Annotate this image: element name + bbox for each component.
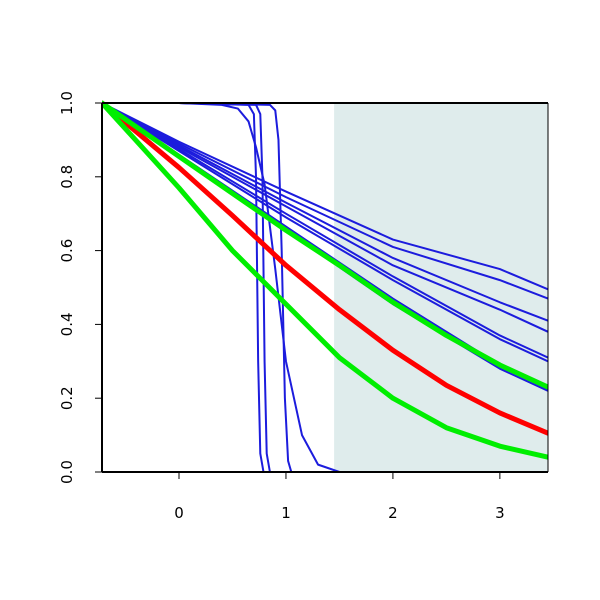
y-tick-label-0: 0.0 bbox=[58, 460, 76, 484]
y-tick-label-4: 0.8 bbox=[58, 165, 76, 189]
series-line-10 bbox=[102, 102, 548, 300]
y-tick-label-2: 0.4 bbox=[58, 312, 76, 336]
y-tick-label-5: 1.0 bbox=[58, 91, 76, 115]
series-line-8 bbox=[102, 102, 548, 333]
series-line-3 bbox=[102, 100, 548, 390]
y-tick-label-1: 0.2 bbox=[58, 386, 76, 410]
shaded-region bbox=[334, 103, 548, 472]
x-tick-label-2: 2 bbox=[388, 504, 398, 522]
series-line-1 bbox=[102, 100, 548, 436]
series-line-9 bbox=[102, 102, 548, 322]
series-line-6 bbox=[102, 102, 548, 363]
plot-area bbox=[102, 100, 548, 472]
x-tick-label-3: 3 bbox=[495, 504, 505, 522]
x-tick-label-0: 0 bbox=[174, 504, 184, 522]
x-tick-label-1: 1 bbox=[281, 504, 291, 522]
axes: 0 1 2 3 0.0 0.2 0.4 0.6 0.8 1.0 bbox=[58, 91, 549, 522]
series-line-2 bbox=[102, 100, 548, 460]
y-tick-label-3: 0.6 bbox=[58, 239, 76, 263]
series-line-11 bbox=[102, 102, 548, 291]
series-line-7 bbox=[102, 102, 548, 359]
